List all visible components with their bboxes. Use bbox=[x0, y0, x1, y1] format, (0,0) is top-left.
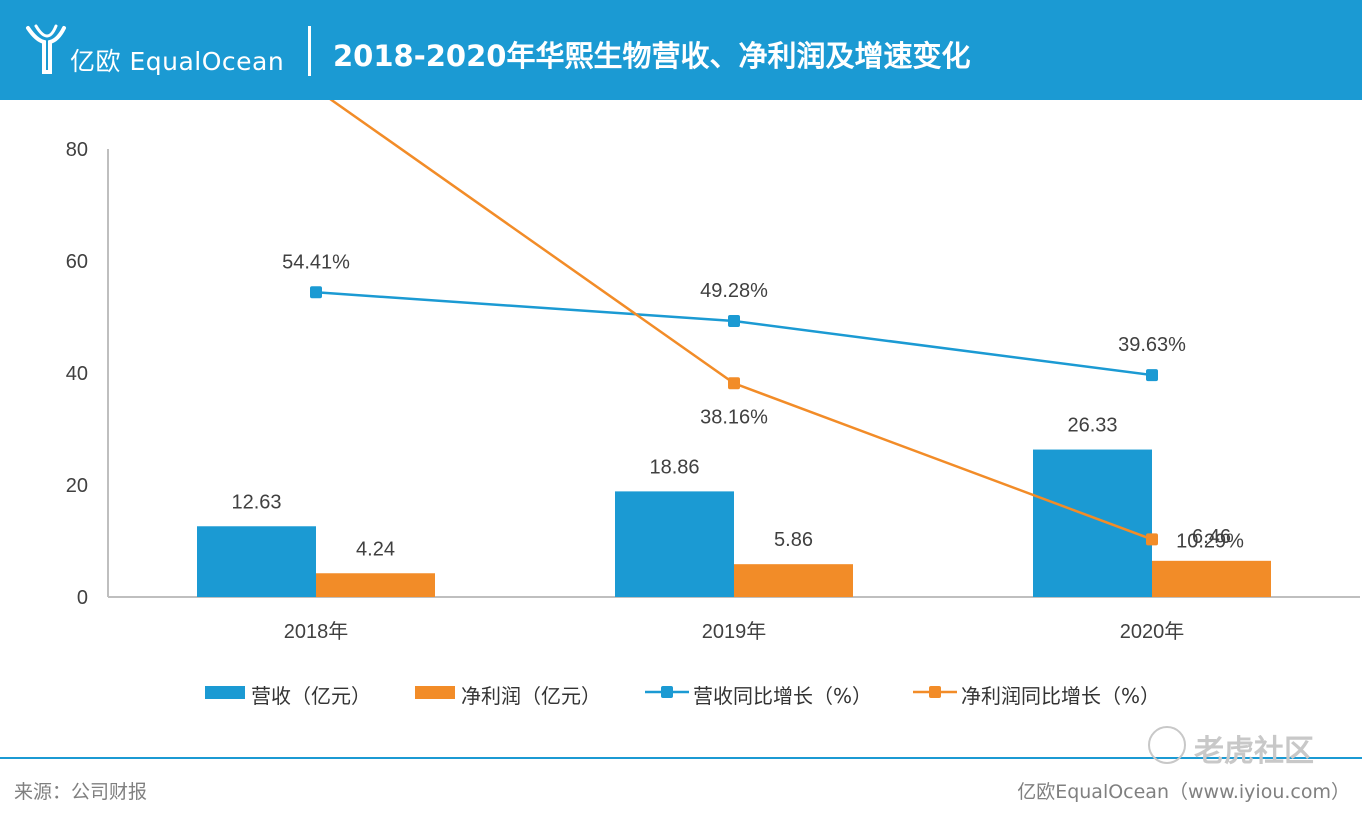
line-point bbox=[1146, 369, 1158, 382]
brand-logo-text: 亿欧 EqualOcean bbox=[70, 47, 285, 76]
line-point bbox=[1146, 533, 1158, 546]
y-tick-label: 0 bbox=[77, 587, 88, 609]
bar bbox=[734, 564, 853, 597]
data-label: 5.86 bbox=[774, 529, 813, 551]
bar bbox=[1033, 449, 1152, 597]
data-label: 39.63% bbox=[1118, 334, 1186, 356]
data-label: 49.28% bbox=[700, 280, 768, 302]
watermark: 老虎社区 bbox=[1140, 722, 1350, 772]
header-bar: 亿欧 EqualOcean 2018-2020年华熙生物营收、净利润及增速变化 bbox=[0, 0, 1362, 100]
legend-label-profit: 净利润（亿元） bbox=[461, 684, 601, 708]
data-label: 6.46 bbox=[1192, 526, 1231, 548]
watermark-logo-icon bbox=[1148, 726, 1186, 764]
legend-swatch-revenue-line bbox=[645, 686, 689, 698]
credit-note: 亿欧EqualOcean（www.iyiou.com） bbox=[1017, 781, 1350, 803]
watermark-text: 老虎社区 bbox=[1194, 734, 1314, 769]
y-tick-label: 20 bbox=[66, 475, 88, 497]
legend-label-revenue-growth: 营收同比增长（%） bbox=[693, 684, 873, 708]
data-label: 4.24 bbox=[356, 538, 395, 560]
legend-label-revenue: 营收（亿元） bbox=[251, 684, 371, 708]
line-point bbox=[728, 377, 740, 390]
data-label: 18.86 bbox=[649, 456, 699, 478]
data-label: 38.16% bbox=[700, 406, 768, 428]
bar bbox=[197, 526, 316, 597]
equalocean-logo-icon bbox=[26, 24, 66, 74]
legend-label-profit-growth: 净利润同比增长（%） bbox=[961, 684, 1161, 708]
series-line bbox=[315, 291, 1153, 377]
source-note: 来源：公司财报 bbox=[14, 781, 148, 803]
line-point bbox=[310, 286, 322, 299]
y-tick-label: 80 bbox=[66, 139, 88, 161]
legend-swatch-profit-line bbox=[913, 686, 957, 698]
data-label: 26.33 bbox=[1067, 415, 1117, 437]
data-label: 10.29% bbox=[1176, 530, 1244, 552]
chart: 0 20 40 60 80 2018年 2019年 2020年 12.63 18.86 26.33 4… bbox=[66, 100, 1360, 643]
data-label: 12.63 bbox=[231, 491, 281, 513]
bar bbox=[615, 491, 734, 597]
x-tick-label: 2018年 bbox=[284, 620, 349, 643]
bar bbox=[316, 573, 435, 597]
bar bbox=[1152, 560, 1271, 597]
x-tick-label: 2020年 bbox=[1120, 620, 1185, 643]
page-title: 2018-2020年华熙生物营收、净利润及增速变化 bbox=[333, 39, 971, 73]
y-tick-label: 60 bbox=[66, 251, 88, 273]
y-tick-label: 40 bbox=[66, 363, 88, 385]
footer-divider bbox=[0, 757, 1362, 759]
header-divider bbox=[308, 26, 311, 76]
legend-swatch-revenue-bar bbox=[205, 686, 245, 699]
legend-swatch-profit-bar bbox=[415, 686, 455, 699]
data-label: 54.41% bbox=[282, 251, 350, 273]
line-point bbox=[728, 315, 740, 328]
x-tick-label: 2019年 bbox=[702, 620, 767, 643]
